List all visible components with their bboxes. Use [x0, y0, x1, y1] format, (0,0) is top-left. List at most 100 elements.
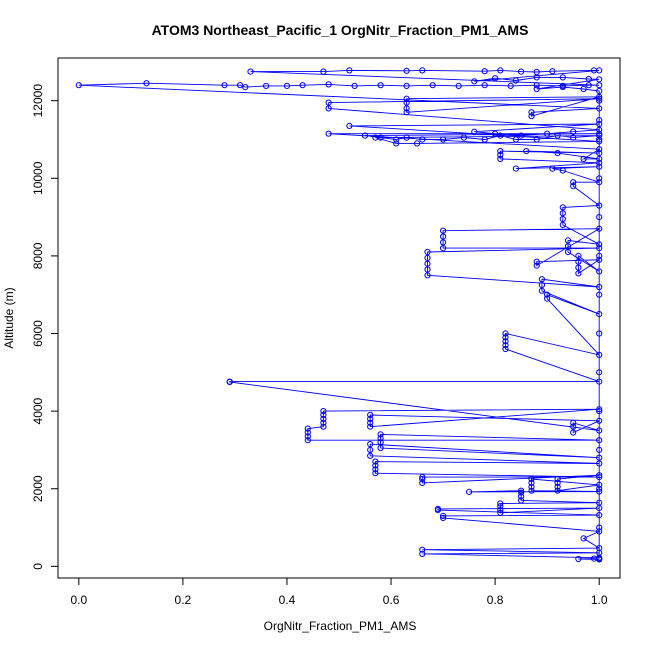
data-point [440, 239, 447, 246]
data-point [440, 136, 447, 143]
data-point [429, 82, 436, 89]
data-point [596, 311, 603, 318]
data-point [497, 509, 504, 516]
data-point [283, 82, 291, 90]
data-point [528, 475, 535, 483]
data-point [523, 148, 530, 155]
data-point [497, 155, 504, 162]
data-point [361, 132, 369, 139]
data-point [471, 128, 478, 135]
data-point [596, 406, 603, 413]
y-tick-label: 2000 [31, 475, 45, 502]
data-point [320, 423, 327, 430]
data-point [481, 68, 488, 75]
data-point [585, 75, 592, 83]
data-point [304, 433, 311, 440]
data-point [440, 227, 447, 234]
data-point [518, 487, 525, 494]
data-point [497, 503, 504, 510]
data-point [434, 505, 441, 512]
data-point [570, 128, 577, 135]
data-point [424, 266, 431, 273]
data-point [544, 130, 551, 137]
data-point [596, 545, 603, 552]
data-point [419, 479, 426, 486]
data-point [320, 419, 327, 426]
data-point [559, 74, 566, 81]
data-point [377, 444, 384, 452]
data-point [596, 120, 603, 128]
data-point [424, 260, 431, 267]
data-point [596, 163, 603, 170]
data-point [403, 67, 410, 74]
data-point [596, 351, 603, 358]
data-point [580, 85, 587, 93]
x-axis-label: OrgNitr_Fraction_PM1_AMS [264, 619, 417, 633]
data-point [570, 423, 577, 430]
data-point [596, 481, 603, 488]
data-point [424, 254, 431, 261]
x-tick-label: 0.6 [383, 593, 400, 607]
data-point [544, 291, 551, 298]
data-point [518, 132, 525, 139]
data-point [580, 155, 587, 162]
data-point [570, 179, 577, 186]
y-tick-label: 12000 [31, 84, 45, 118]
data-point [596, 155, 603, 162]
data-point [242, 84, 249, 91]
data-point [325, 81, 332, 88]
data-point [512, 136, 520, 143]
data-point [570, 429, 577, 436]
x-tick-label: 1.0 [591, 593, 608, 607]
data-point [596, 378, 603, 385]
data-point [559, 215, 566, 223]
data-point [497, 132, 504, 139]
data-point [533, 262, 540, 269]
data-point [559, 204, 566, 211]
data-point [466, 488, 473, 495]
data-point [440, 512, 447, 520]
data-point [403, 82, 410, 90]
data-point [544, 295, 551, 302]
series-line [78, 69, 601, 560]
data-point [372, 458, 379, 465]
plot-area [75, 67, 603, 563]
data-point [596, 126, 603, 133]
data-point [393, 136, 400, 143]
data-point [512, 77, 520, 84]
data-point [596, 474, 603, 481]
y-tick-label: 8000 [31, 242, 45, 269]
data-point [497, 67, 504, 74]
chart-title: ATOM3 Northeast_Pacific_1 OrgNitr_Fracti… [152, 22, 529, 38]
data-point [564, 237, 572, 244]
data-point [596, 446, 603, 453]
data-point [585, 82, 592, 89]
x-tick-label: 0.4 [279, 593, 296, 607]
data-point [559, 167, 566, 174]
data-point [460, 134, 467, 141]
data-point [596, 417, 603, 424]
data-point [570, 134, 577, 141]
data-point [596, 437, 603, 444]
data-point [533, 136, 540, 143]
data-point [419, 136, 426, 143]
data-point [367, 452, 374, 459]
data-point [403, 95, 410, 102]
data-point [533, 74, 540, 81]
data-point [518, 497, 525, 504]
data-point [320, 68, 327, 75]
data-point [554, 479, 561, 486]
data-point [596, 138, 603, 145]
data-point [143, 80, 150, 87]
data-point [263, 82, 270, 90]
data-point [596, 291, 603, 298]
data-point [221, 82, 228, 89]
data-point [455, 82, 462, 90]
data-point [419, 474, 426, 481]
data-point [304, 437, 311, 444]
data-point [596, 159, 603, 166]
data-point [596, 175, 603, 182]
data-point [367, 446, 374, 453]
data-point [575, 258, 582, 265]
data-point [528, 479, 535, 486]
